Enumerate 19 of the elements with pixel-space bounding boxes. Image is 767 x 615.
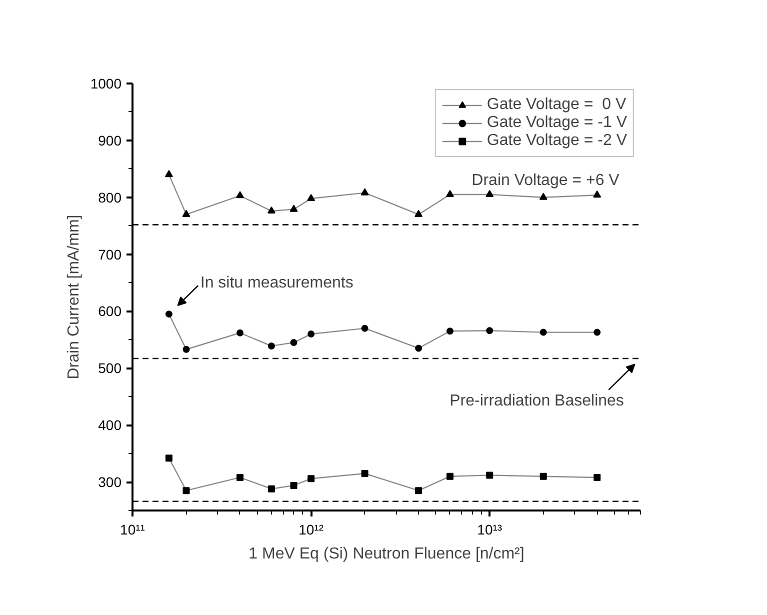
annotation: Pre-irradiation Baselines	[450, 392, 624, 410]
legend-label: Gate Voltage = -2 V	[486, 132, 627, 150]
legend-label: Gate Voltage = 0 V	[486, 96, 626, 114]
y-tick-label: 1000	[90, 76, 122, 92]
y-tick-label: 700	[98, 246, 122, 262]
x-axis-title: 1 MeV Eq (Si) Neutron Fluence [n/cm²]	[248, 546, 524, 562]
y-tick-label: 900	[98, 132, 122, 148]
annotation: Drain Voltage = +6 V	[472, 172, 620, 189]
y-tick-label: 800	[98, 189, 122, 206]
y-axis-title: Drain Current [mA/mm]	[65, 214, 82, 380]
x-tick-label: 10¹²	[298, 522, 324, 538]
y-tick-label: 300	[98, 474, 122, 490]
legend-label: Gate Voltage = -1 V	[486, 114, 627, 132]
annotation: In situ measurements	[200, 274, 354, 292]
y-tick-label: 600	[98, 303, 122, 320]
y-tick-label: 500	[98, 360, 122, 376]
x-tick-label: 10¹¹	[120, 522, 146, 538]
x-tick-label: 10¹³	[477, 522, 502, 538]
y-tick-label: 400	[98, 417, 122, 434]
